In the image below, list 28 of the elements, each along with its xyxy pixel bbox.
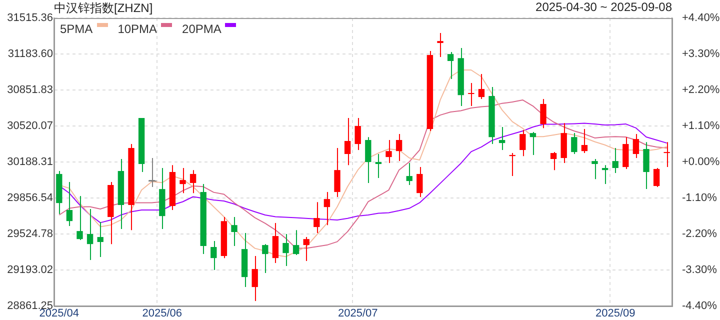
y2-tick-label: -4.40% bbox=[682, 300, 718, 312]
y-tick-label: 29856.54 bbox=[7, 192, 53, 204]
y2-tick-label: +2.20% bbox=[682, 84, 720, 96]
y-tick-label: 30851.83 bbox=[7, 84, 53, 96]
y-tick-label: 30520.07 bbox=[7, 120, 53, 132]
y-tick-label: 31183.60 bbox=[8, 48, 53, 60]
y2-tick-label: -1.10% bbox=[682, 192, 718, 204]
y-tick-label: 30188.31 bbox=[7, 156, 53, 168]
y-tick-label: 31515.36 bbox=[7, 12, 53, 24]
x-tick-label: 2025/09 bbox=[595, 308, 636, 320]
candlestick bbox=[592, 158, 598, 180]
y2-tick-label: +4.40% bbox=[682, 12, 720, 24]
chart-title: 中汉锌指数[ZHZN] bbox=[54, 0, 153, 17]
y2-tick-label: +0.00% bbox=[682, 156, 720, 168]
y2-tick-label: +3.30% bbox=[682, 48, 720, 60]
x-tick-label: 2025/06 bbox=[142, 308, 182, 320]
y2-tick-label: -2.20% bbox=[682, 228, 718, 240]
legend-label: 20PMA bbox=[182, 22, 222, 36]
candlestick bbox=[437, 32, 444, 58]
candlestick bbox=[231, 216, 238, 247]
y-tick-label: 29193.02 bbox=[7, 264, 53, 276]
y2-tick-label: -3.30% bbox=[682, 264, 718, 276]
y2-tick-label: +1.10% bbox=[682, 120, 720, 132]
legend-label: 10PMA bbox=[118, 22, 158, 36]
y-tick-label: 29524.78 bbox=[7, 228, 53, 240]
x-tick-label: 2025/07 bbox=[338, 308, 378, 320]
legend-label: 5PMA bbox=[60, 22, 93, 36]
text: 2025-04-30 ~ 2025-09-08 bbox=[536, 0, 672, 14]
